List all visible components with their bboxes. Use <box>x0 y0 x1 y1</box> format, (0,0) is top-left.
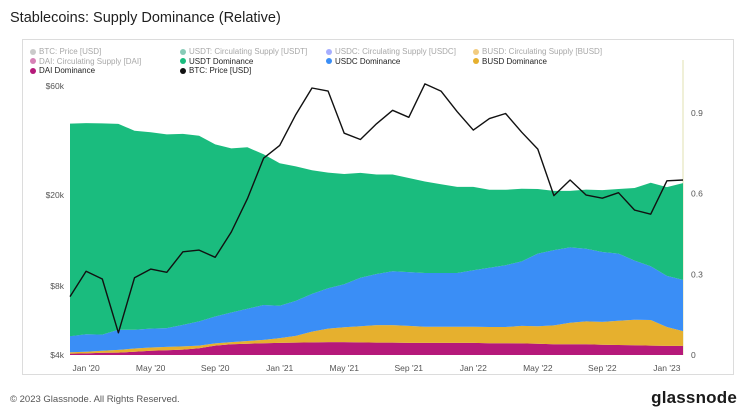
y-left-tick-label: $4k <box>50 350 64 360</box>
legend-swatch <box>30 48 36 55</box>
y-left-tick-label: $20k <box>46 190 65 200</box>
legend-label: BTC: Price [USD] <box>39 47 102 56</box>
legend-label: DAI: Circulating Supply [DAI] <box>39 56 142 66</box>
x-tick-label: Sep '22 <box>588 363 617 373</box>
x-tick-label: May '21 <box>329 363 359 373</box>
x-tick-label: Sep '21 <box>394 363 423 373</box>
area-usdc-dominance <box>70 247 683 353</box>
legend-swatch <box>180 67 186 74</box>
x-tick-label: Sep '20 <box>201 363 230 373</box>
legend-item[interactable]: BUSD: Circulating Supply [BUSD] <box>473 47 602 57</box>
legend-label: BUSD: Circulating Supply [BUSD] <box>482 47 603 56</box>
legend-swatch <box>180 48 186 55</box>
legend-swatch <box>326 58 332 65</box>
legend-label: BTC: Price [USD] <box>189 66 252 75</box>
y-right-tick-label: 0.6 <box>691 189 703 199</box>
legend-label: USDC: Circulating Supply [USDC] <box>335 47 456 56</box>
legend-swatch <box>326 48 332 55</box>
legend-item[interactable]: BUSD Dominance <box>473 57 547 67</box>
glassnode-logo: glassnode <box>651 388 737 407</box>
legend-item[interactable]: BTC: Price [USD] <box>180 66 251 76</box>
legend-item[interactable]: BTC: Price [USD] <box>30 47 101 57</box>
legend-item[interactable]: USDC: Circulating Supply [USDC] <box>326 47 456 57</box>
x-tick-label: Jan '20 <box>73 363 100 373</box>
y-right-tick-label: 0 <box>691 350 696 360</box>
x-tick-label: May '22 <box>523 363 553 373</box>
legend-item[interactable]: USDT: Circulating Supply [USDT] <box>180 47 307 57</box>
legend-swatch <box>473 58 479 65</box>
copyright-text: © 2023 Glassnode. All Rights Reserved. <box>10 394 180 405</box>
legend-item[interactable]: USDT Dominance <box>180 57 253 67</box>
legend-label: USDT Dominance <box>189 56 254 66</box>
x-tick-label: Jan '22 <box>460 363 487 373</box>
legend-item[interactable]: DAI Dominance <box>30 66 95 76</box>
legend-label: USDT: Circulating Supply [USDT] <box>189 47 308 56</box>
legend-label: USDC Dominance <box>335 56 401 66</box>
page-title: Stablecoins: Supply Dominance (Relative) <box>10 10 281 26</box>
y-left-tick-label: $60k <box>46 81 65 91</box>
area-dai-dominance <box>70 342 683 355</box>
legend-swatch <box>473 48 479 55</box>
x-tick-label: Jan '21 <box>266 363 293 373</box>
legend-swatch <box>180 58 186 65</box>
btc-price-line <box>69 83 684 334</box>
legend-label: DAI Dominance <box>39 66 96 75</box>
y-left-tick-label: $8k <box>50 281 64 291</box>
legend-item[interactable]: USDC Dominance <box>326 57 400 67</box>
area-usdt-dominance <box>70 123 683 337</box>
legend-item[interactable]: DAI: Circulating Supply [DAI] <box>30 57 141 67</box>
y-right-tick-label: 0.9 <box>691 108 703 118</box>
area-busd-dominance <box>70 319 683 354</box>
legend-swatch <box>30 67 36 74</box>
legend-swatch <box>30 58 36 65</box>
y-right-tick-label: 0.3 <box>691 269 703 279</box>
x-tick-label: Jan '23 <box>653 363 680 373</box>
x-tick-label: May '20 <box>136 363 166 373</box>
legend-label: BUSD Dominance <box>482 56 547 66</box>
